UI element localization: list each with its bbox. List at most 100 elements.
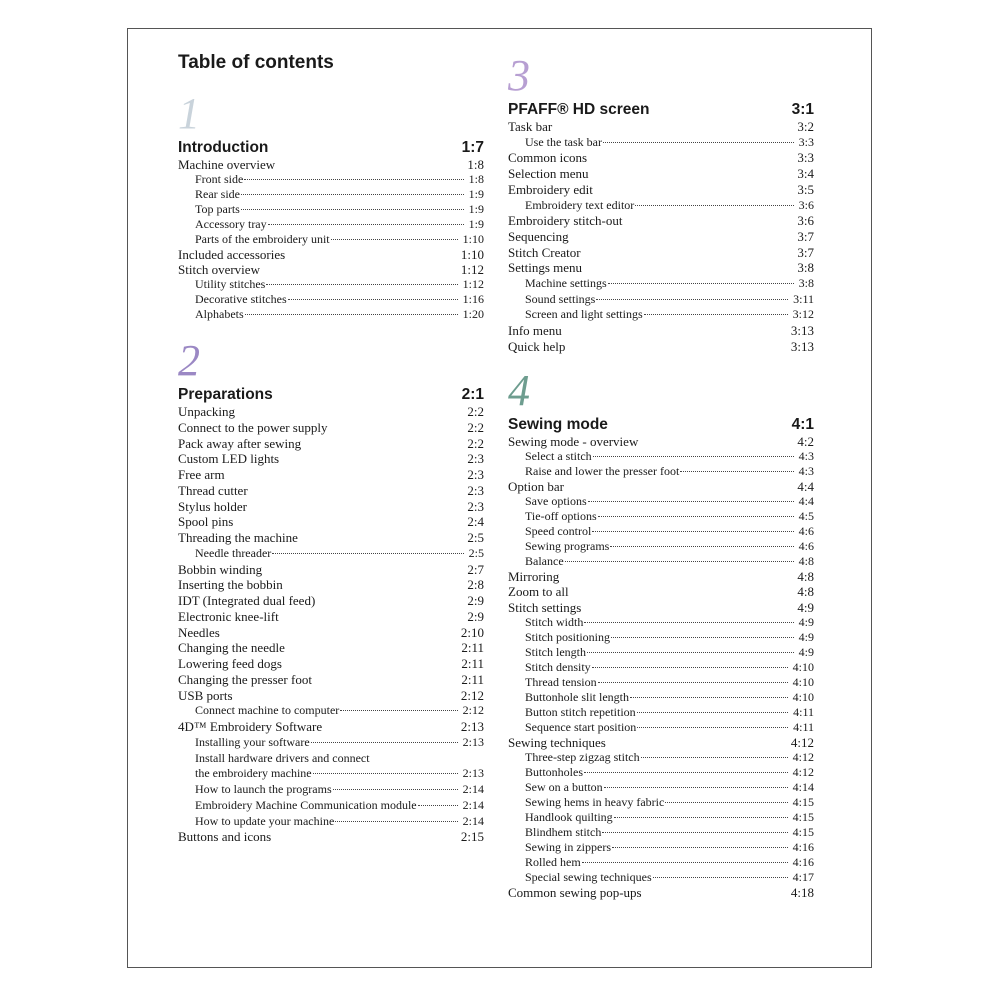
chapter-heading[interactable]: Introduction 1:7 — [178, 138, 484, 157]
toc-entry[interactable]: Thread cutter 2:3 — [178, 483, 484, 499]
toc-subentry[interactable]: Stitch positioning 4:9 — [508, 630, 814, 645]
toc-subentry[interactable]: Stitch width 4:9 — [508, 615, 814, 630]
toc-subentry[interactable]: Special sewing techniques 4:17 — [508, 870, 814, 885]
toc-subentry[interactable]: Stitch length 4:9 — [508, 645, 814, 660]
entry-label: Stitch settings — [508, 599, 582, 615]
toc-subentry[interactable]: Connect machine to computer 2:12 — [178, 703, 484, 719]
toc-subentry[interactable]: Top parts 1:9 — [178, 202, 484, 217]
toc-subentry[interactable]: Stitch density 4:10 — [508, 660, 814, 675]
toc-subentry[interactable]: Buttonholes 4:12 — [508, 765, 814, 780]
toc-entry[interactable]: Embroidery edit 3:5 — [508, 182, 814, 198]
toc-entry[interactable]: Needles 2:10 — [178, 625, 484, 641]
toc-subentry[interactable]: Button stitch repetition 4:11 — [508, 705, 814, 720]
toc-entry[interactable]: Free arm 2:3 — [178, 467, 484, 483]
toc-subentry[interactable]: Needle threader 2:5 — [178, 546, 484, 562]
toc-entry[interactable]: Selection menu 3:4 — [508, 166, 814, 182]
toc-entry[interactable]: Unpacking 2:2 — [178, 404, 484, 420]
toc-subentry[interactable]: Sewing in zippers 4:16 — [508, 840, 814, 855]
entry-page: 2:2 — [467, 435, 484, 451]
toc-subentry[interactable]: Screen and light settings 3:12 — [508, 307, 814, 323]
chapter-heading[interactable]: PFAFF® HD screen 3:1 — [508, 100, 814, 119]
toc-subentry[interactable]: Embroidery text editor 3:6 — [508, 198, 814, 214]
toc-subentry[interactable]: Three-step zigzag stitch 4:12 — [508, 750, 814, 765]
toc-entry[interactable]: Pack away after sewing 2:2 — [178, 436, 484, 452]
toc-entry[interactable]: Stitch settings 4:9 — [508, 600, 814, 615]
toc-subentry[interactable]: Use the task bar 3:3 — [508, 135, 814, 151]
toc-entry[interactable]: Sewing mode - overview 4:2 — [508, 434, 814, 449]
toc-subentry[interactable]: Sewing hems in heavy fabric 4:15 — [508, 795, 814, 810]
toc-entry[interactable]: Zoom to all 4:8 — [508, 584, 814, 599]
toc-subentry[interactable]: Sound settings 3:11 — [508, 292, 814, 308]
toc-subentry[interactable]: Speed control 4:6 — [508, 524, 814, 539]
toc-subentry[interactable]: Decorative stitches 1:16 — [178, 292, 484, 307]
toc-subentry[interactable]: How to update your machine 2:14 — [178, 814, 484, 830]
entry-label: Tie-off options — [525, 509, 597, 524]
toc-subentry[interactable]: Sewing programs 4:6 — [508, 539, 814, 554]
chapter-heading[interactable]: Preparations 2:1 — [178, 385, 484, 404]
toc-entry[interactable]: Threading the machine 2:5 — [178, 530, 484, 546]
entry-label: Embroidery edit — [508, 181, 593, 197]
toc-entry[interactable]: Mirroring 4:8 — [508, 569, 814, 584]
toc-subentry[interactable]: Handlook quilting 4:15 — [508, 810, 814, 825]
toc-entry[interactable]: Common icons 3:3 — [508, 150, 814, 166]
toc-entry[interactable]: Lowering feed dogs 2:11 — [178, 656, 484, 672]
toc-subentry[interactable]: How to launch the programs 2:14 — [178, 782, 484, 798]
toc-subentry[interactable]: Buttonhole slit length 4:10 — [508, 690, 814, 705]
toc-subentry[interactable]: Parts of the embroidery unit 1:10 — [178, 232, 484, 247]
toc-entry[interactable]: Connect to the power supply 2:2 — [178, 420, 484, 436]
chapter-heading[interactable]: Sewing mode 4:1 — [508, 415, 814, 434]
toc-entry[interactable]: Embroidery stitch-out 3:6 — [508, 213, 814, 229]
toc-subentry[interactable]: Front side 1:8 — [178, 172, 484, 187]
toc-entry[interactable]: Quick help 3:13 — [508, 339, 814, 355]
toc-subentry[interactable]: Machine settings 3:8 — [508, 276, 814, 292]
entry-page: 2:7 — [467, 561, 484, 577]
toc-entry[interactable]: Sewing techniques 4:12 — [508, 735, 814, 750]
toc-subentry[interactable]: Thread tension 4:10 — [508, 675, 814, 690]
toc-subentry[interactable]: Save options 4:4 — [508, 494, 814, 509]
toc-entry[interactable]: Stitch overview 1:12 — [178, 262, 484, 277]
toc-entry[interactable]: Changing the needle 2:11 — [178, 640, 484, 656]
toc-subentry[interactable]: Utility stitches 1:12 — [178, 277, 484, 292]
toc-entry[interactable]: USB ports 2:12 — [178, 688, 484, 704]
toc-entry[interactable]: Stitch Creator 3:7 — [508, 245, 814, 261]
toc-entry[interactable]: Bobbin winding 2:7 — [178, 562, 484, 578]
toc-subentry[interactable]: Installing your software 2:13 — [178, 735, 484, 751]
toc-entry[interactable]: Changing the presser foot 2:11 — [178, 672, 484, 688]
toc-entry[interactable]: Buttons and icons 2:15 — [178, 829, 484, 845]
toc-entry[interactable]: Info menu 3:13 — [508, 323, 814, 339]
toc-subentry[interactable]: Alphabets 1:20 — [178, 307, 484, 322]
toc-subentry[interactable]: Tie-off options 4:5 — [508, 509, 814, 524]
toc-entry[interactable]: Sequencing 3:7 — [508, 229, 814, 245]
toc-entry[interactable]: Option bar 4:4 — [508, 479, 814, 494]
toc-entry[interactable]: Task bar 3:2 — [508, 119, 814, 135]
toc-subentry[interactable]: the embroidery machine 2:13 — [178, 766, 484, 782]
dot-leader — [584, 621, 794, 623]
toc-subentry[interactable]: Select a stitch 4:3 — [508, 449, 814, 464]
dot-leader — [332, 789, 458, 790]
toc-subentry[interactable]: Sew on a button 4:14 — [508, 780, 814, 795]
entry-label: Accessory tray — [195, 217, 267, 231]
entry-page: 4:12 — [790, 734, 814, 750]
toc-subentry[interactable]: Balance 4:8 — [508, 554, 814, 569]
toc-subentry[interactable]: Sequence start position 4:11 — [508, 720, 814, 735]
toc-entry[interactable]: Stylus holder 2:3 — [178, 499, 484, 515]
toc-subentry[interactable]: Embroidery Machine Communication module 2… — [178, 798, 484, 814]
toc-entry[interactable]: Machine overview 1:8 — [178, 157, 484, 172]
toc-entry[interactable]: Common sewing pop-ups 4:18 — [508, 885, 814, 900]
toc-entry[interactable]: Settings menu 3:8 — [508, 260, 814, 276]
entry-page: 4:14 — [792, 780, 814, 795]
toc-subentry[interactable]: Install hardware drivers and connect — [178, 751, 484, 767]
toc-entry[interactable]: Electronic knee-lift 2:9 — [178, 609, 484, 625]
entry-label: Quick help — [508, 338, 566, 354]
toc-entry[interactable]: 4D™ Embroidery Software 2:13 — [178, 719, 484, 735]
toc-subentry[interactable]: Raise and lower the presser foot 4:3 — [508, 464, 814, 479]
toc-entry[interactable]: Included accessories 1:10 — [178, 247, 484, 262]
toc-subentry[interactable]: Accessory tray 1:9 — [178, 217, 484, 232]
toc-entry[interactable]: Inserting the bobbin 2:8 — [178, 577, 484, 593]
toc-entry[interactable]: Spool pins 2:4 — [178, 514, 484, 530]
toc-entry[interactable]: Custom LED lights 2:3 — [178, 451, 484, 467]
toc-subentry[interactable]: Rear side 1:9 — [178, 187, 484, 202]
toc-subentry[interactable]: Blindhem stitch 4:15 — [508, 825, 814, 840]
toc-subentry[interactable]: Rolled hem 4:16 — [508, 855, 814, 870]
toc-entry[interactable]: IDT (Integrated dual feed) 2:9 — [178, 593, 484, 609]
